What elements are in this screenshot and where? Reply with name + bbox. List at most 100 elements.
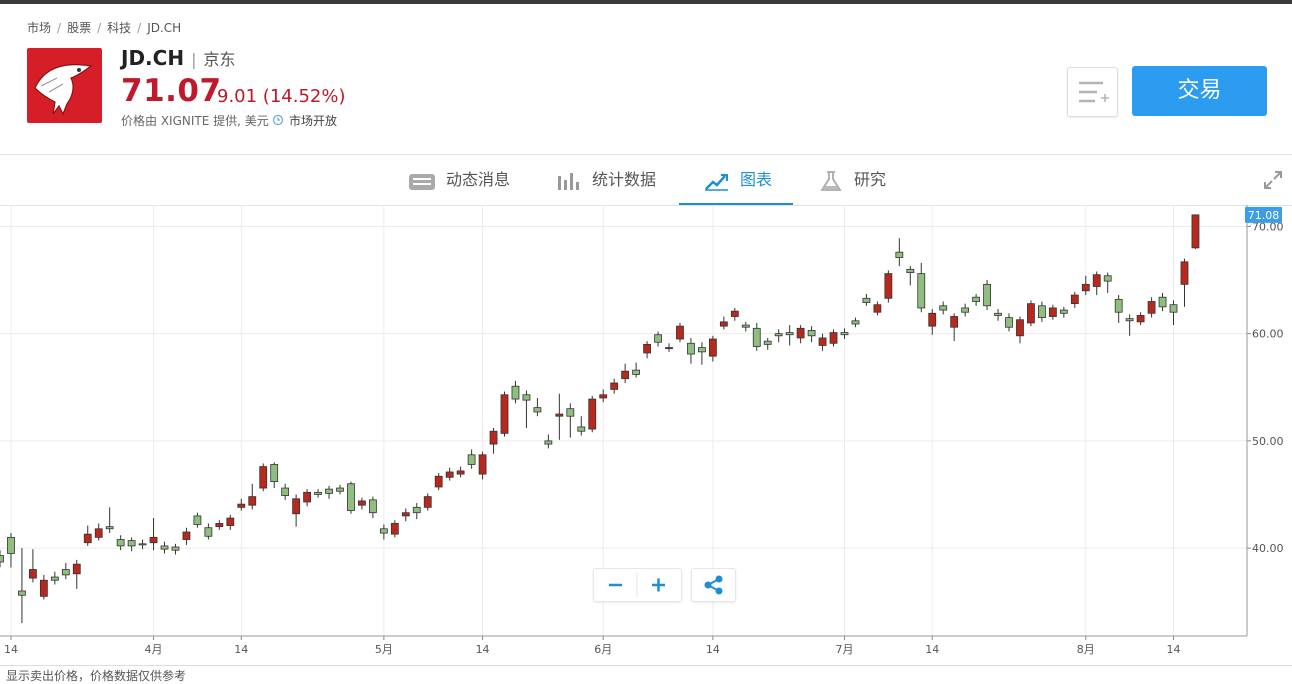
candle-body (983, 283, 991, 307)
candle-body (1147, 301, 1156, 314)
tab-active[interactable]: 图表 (704, 165, 772, 205)
trade-button[interactable]: 交易 (1132, 66, 1267, 116)
candle-body (1136, 315, 1145, 323)
tab[interactable]: 统计数据 (556, 165, 656, 205)
share-icon (704, 575, 723, 595)
breadcrumb-link[interactable]: 科技 (107, 21, 132, 35)
candle-body (336, 487, 344, 492)
candle-body (29, 569, 37, 579)
symbol: JD.CH (121, 46, 185, 70)
candle-body (785, 332, 794, 336)
candle-body (50, 576, 59, 581)
candle-body (1038, 305, 1046, 318)
candle-body (116, 539, 125, 547)
share-button[interactable] (691, 568, 736, 602)
plot-area (0, 214, 1200, 624)
candle-body (840, 332, 849, 336)
price-provider: 价格由 XIGNITE 提供, 美元 (121, 114, 269, 128)
candle-body (577, 426, 586, 432)
breadcrumb-link[interactable]: 市场 (27, 21, 52, 35)
candle-body (763, 340, 772, 345)
candle-body (1158, 296, 1167, 308)
tab-label: 动态消息 (446, 170, 511, 189)
tab-label: 图表 (740, 170, 773, 189)
candle-body (39, 579, 48, 597)
x-tick-label: 14 (4, 643, 18, 656)
candle-body (1048, 307, 1057, 317)
candle-body (961, 307, 970, 313)
candle-body (807, 330, 816, 337)
candle-body (1081, 283, 1090, 292)
clock-icon (272, 114, 284, 126)
candle-body (917, 273, 926, 309)
tab-icon (705, 173, 728, 191)
candle-body (1191, 214, 1200, 249)
tab-icon (409, 173, 435, 190)
candle-body (226, 517, 235, 526)
x-tick-label: 4月 (145, 643, 163, 656)
candle-body (555, 413, 564, 417)
candle-body (204, 527, 213, 537)
candle-body (972, 296, 981, 302)
candle-body (160, 545, 169, 550)
y-tick-label: 70.00 (1252, 220, 1284, 233)
tab[interactable]: 动态消息 (408, 165, 510, 205)
tab-icon (558, 172, 579, 190)
candle-body (950, 316, 959, 328)
y-tick-label: 50.00 (1252, 435, 1284, 448)
candle-body (171, 546, 180, 551)
divider (0, 205, 1292, 206)
candle-body (18, 590, 26, 596)
candle-body (303, 491, 311, 503)
zoom-controls (593, 568, 682, 602)
x-tick-label: 14 (706, 643, 720, 656)
candle-body (215, 523, 224, 528)
candle-body (851, 320, 860, 325)
candle-body (7, 536, 15, 554)
candle-body (599, 394, 608, 399)
candle-body (423, 496, 432, 508)
expand-button[interactable] (1262, 169, 1284, 191)
logo-icon (34, 64, 93, 116)
candlestick-chart: 40.00 50.00 60.00 70.00 14 4月 14 5月 14 6月 14 7月 14 8月… (0, 205, 1284, 656)
x-tick-label: 7月 (835, 643, 853, 656)
candle-body (193, 515, 202, 525)
candle-body (621, 370, 630, 380)
x-tick-label: 14 (476, 643, 490, 656)
candle-body (566, 408, 575, 417)
candle-body (314, 491, 322, 495)
zoom-icons (609, 573, 665, 597)
candle-body (928, 312, 937, 327)
candle-body (1169, 304, 1178, 313)
x-tick-label: 14 (925, 643, 939, 656)
candle-body (994, 312, 1002, 316)
candle-body (390, 523, 399, 535)
candle-body (719, 321, 728, 327)
candle-body (774, 333, 783, 337)
candle-body (434, 475, 443, 488)
candle-body (708, 338, 717, 357)
y-tick-label: 60.00 (1252, 328, 1284, 341)
candle-body (544, 440, 553, 445)
tab[interactable]: 研究 (818, 165, 886, 205)
watchlist-button[interactable] (1067, 67, 1118, 117)
candle-body (105, 526, 114, 530)
candle-body (500, 394, 509, 434)
candle-body (939, 305, 948, 311)
breadcrumb-link[interactable]: 股票 (67, 21, 92, 35)
candle-body (698, 347, 706, 353)
price-change: 9.01 (14.52%) (217, 86, 346, 107)
candle-body (83, 533, 92, 544)
last-price-tag (1245, 206, 1282, 223)
grid (0, 205, 1247, 636)
price: 71.07 (121, 73, 222, 109)
candle-body (127, 540, 136, 547)
candle-body (1059, 309, 1068, 314)
last-price-label: 71.08 (1248, 209, 1280, 222)
x-tick-label: 14 (234, 643, 248, 656)
candle-body (818, 337, 827, 346)
candle-body (412, 506, 421, 514)
y-tick-label: 40.00 (1252, 542, 1284, 555)
